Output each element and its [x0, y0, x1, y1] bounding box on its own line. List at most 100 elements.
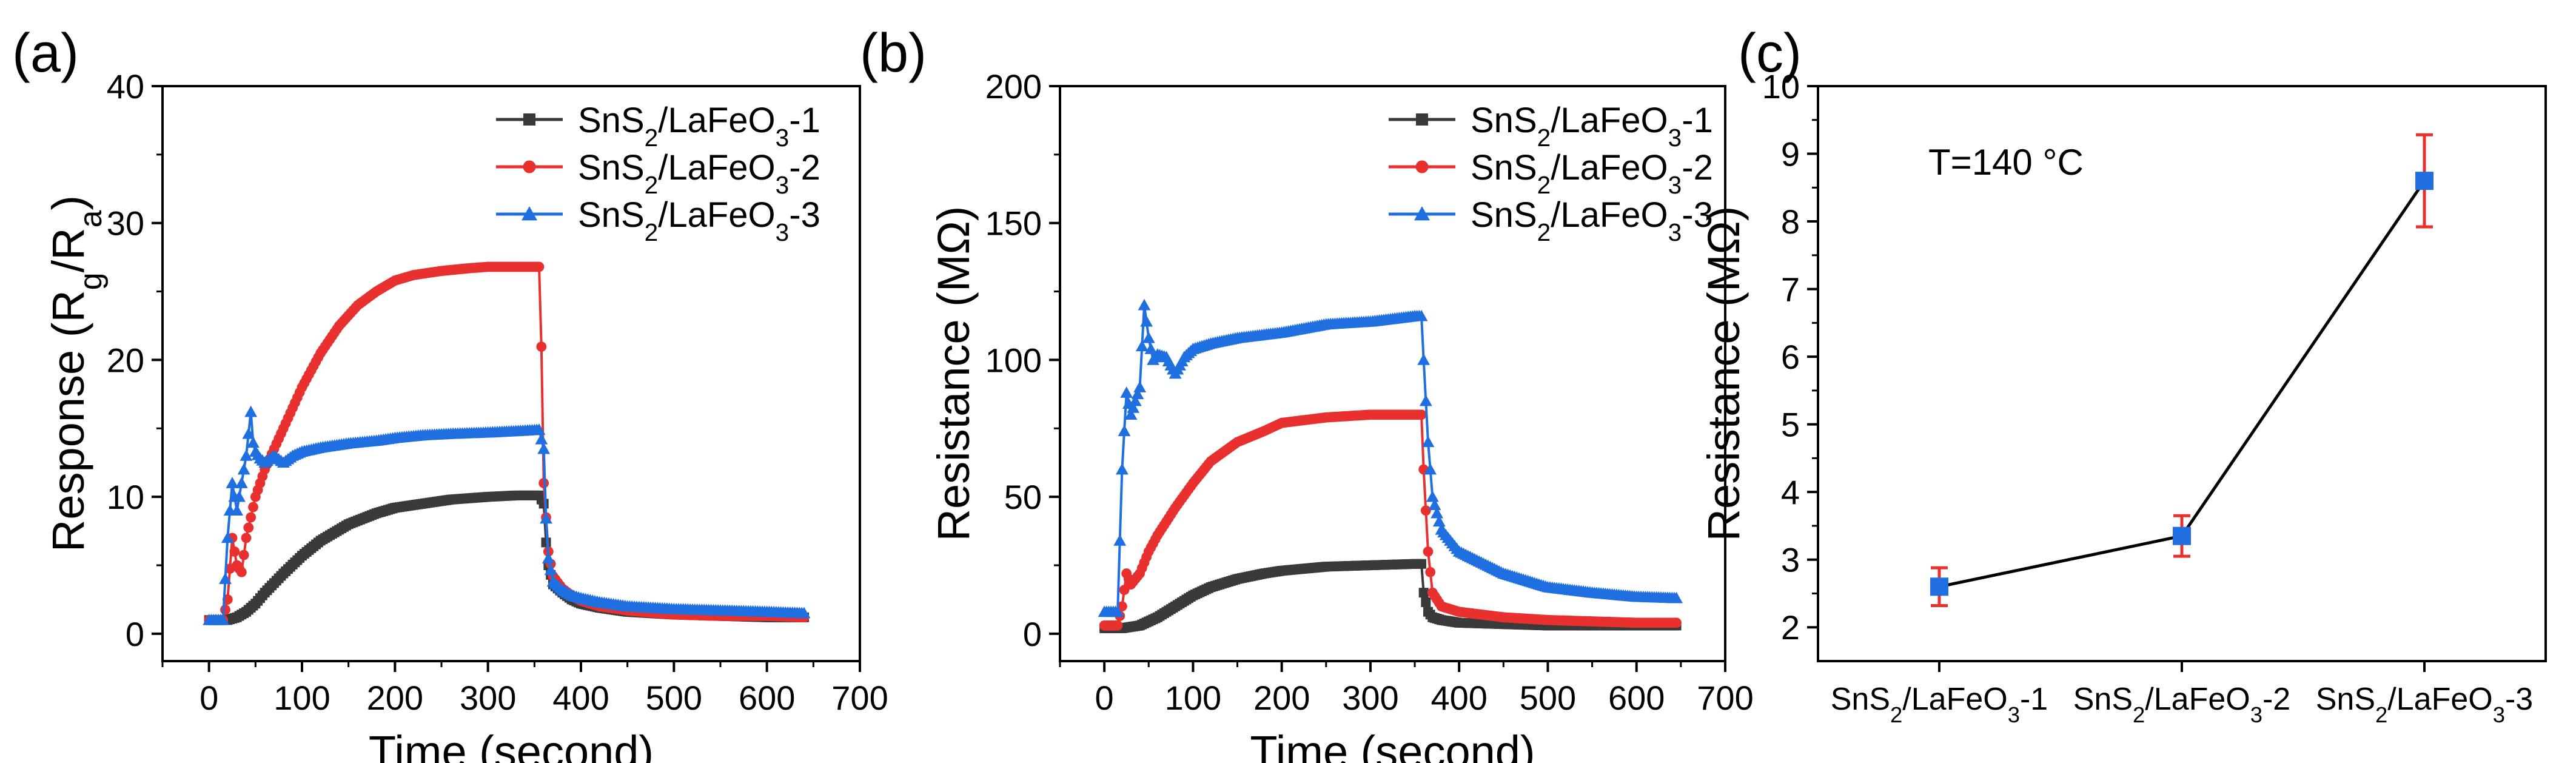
y-tick-label: 200: [985, 67, 1042, 106]
data-point: [542, 552, 555, 564]
y-axis-title: Resistance (MΩ): [1699, 206, 1749, 542]
data-point: [532, 423, 546, 435]
data-point: [248, 502, 258, 513]
data-point: [544, 563, 557, 576]
data-point: [1420, 505, 1431, 516]
x-tick-label: 700: [831, 679, 888, 717]
legend-marker: [1415, 160, 1429, 173]
y-tick-label: 20: [107, 341, 144, 379]
data-point: [243, 522, 254, 533]
data-point: [1135, 340, 1149, 352]
data-point: [1930, 577, 1948, 596]
data-point: [536, 341, 547, 352]
data-point: [540, 512, 552, 524]
data-point: [244, 405, 258, 417]
data-point: [1112, 620, 1123, 631]
y-tick-label: 5: [1781, 406, 1800, 444]
panel-label: (a): [12, 23, 79, 84]
series-line: [209, 411, 805, 622]
data-point: [2173, 526, 2191, 545]
temperature-annotation: T=140 °C: [1928, 142, 2084, 183]
series-2: [1099, 409, 1682, 631]
x-tick-label: 0: [200, 679, 218, 717]
y-tick-label: 2: [1781, 608, 1800, 647]
data-point: [1116, 601, 1127, 612]
data-point: [219, 573, 232, 584]
data-point: [216, 613, 230, 625]
data-point: [797, 607, 811, 619]
data-point: [2415, 172, 2433, 190]
panel-b: (b) 0 100 200 300 400 500 600 700 0 50 100 150 200 Tim…: [860, 23, 1754, 763]
data-point: [537, 442, 551, 454]
y-axis-title: Response (Rg/Ra): [43, 195, 108, 552]
data-point: [221, 531, 234, 543]
x-axis-title: Time (second): [1250, 727, 1535, 763]
y-tick-label: 6: [1781, 338, 1800, 376]
data-point: [1426, 490, 1439, 502]
data-point: [535, 432, 548, 445]
data-point: [1670, 591, 1683, 603]
y-tick-label: 9: [1781, 135, 1800, 173]
x-tick-label: 300: [1342, 679, 1398, 717]
data-point: [1111, 605, 1124, 617]
x-tick-label: 100: [1165, 679, 1221, 717]
data-point: [1418, 588, 1429, 598]
panel-label: (c): [1738, 23, 1802, 84]
x-category-label: SnS2/LaFeO3-1: [1831, 682, 2048, 727]
legend-label: SnS2/LaFeO3-1: [1471, 101, 1713, 152]
data-point: [1140, 315, 1153, 327]
legend-marker: [1414, 206, 1430, 221]
legend-label: SnS2/LaFeO3-2: [578, 148, 820, 199]
y-tick-label: 40: [107, 67, 144, 106]
x-tick-label: 200: [1253, 679, 1310, 717]
data-point: [220, 604, 230, 615]
data-point: [1144, 342, 1158, 354]
x-tick-label: 0: [1095, 679, 1114, 717]
data-point: [240, 449, 253, 461]
data-point: [1421, 597, 1431, 607]
data-point: [241, 533, 252, 543]
y-tick-label: 8: [1781, 203, 1800, 241]
legend-label: SnS2/LaFeO3-3: [1471, 195, 1713, 246]
data-point: [1124, 408, 1138, 420]
data-point: [534, 261, 545, 272]
legend-marker: [523, 160, 536, 173]
series-3: [1098, 298, 1683, 617]
y-axis-title: Resistance (MΩ): [928, 206, 979, 542]
data-point: [1419, 394, 1432, 406]
data-point: [1671, 617, 1682, 628]
y-tick-label: 10: [107, 478, 144, 516]
x-category-label: SnS2/LaFeO3-2: [2073, 682, 2290, 727]
y-tick-label: 50: [1004, 478, 1042, 516]
y-tick-label: 3: [1781, 541, 1800, 579]
x-tick-label: 400: [1431, 679, 1487, 717]
data-point: [1425, 566, 1436, 577]
data-point: [1431, 506, 1444, 519]
y-tick-label: 0: [126, 615, 144, 653]
data-point: [226, 477, 239, 488]
y-tick-label: 4: [1781, 473, 1800, 511]
data-point: [1120, 386, 1133, 398]
data-point: [1142, 331, 1155, 343]
data-point: [242, 427, 255, 439]
x-tick-label: 500: [646, 679, 702, 717]
data-point: [1417, 559, 1427, 569]
y-tick-label: 10: [1762, 67, 1800, 106]
data-point: [230, 504, 244, 516]
data-point: [235, 477, 248, 488]
x-tick-label: 300: [460, 679, 516, 717]
data-point: [1415, 309, 1428, 321]
data-point: [233, 490, 246, 502]
data-point: [229, 546, 240, 557]
data-point: [236, 566, 247, 577]
y-tick-label: 100: [985, 341, 1042, 379]
x-tick-label: 600: [739, 679, 795, 717]
series-3: [203, 405, 811, 625]
legend-label: SnS2/LaFeO3-1: [578, 101, 820, 152]
data-point: [1423, 546, 1434, 557]
data-point: [1133, 381, 1147, 392]
data-point: [1138, 298, 1151, 311]
